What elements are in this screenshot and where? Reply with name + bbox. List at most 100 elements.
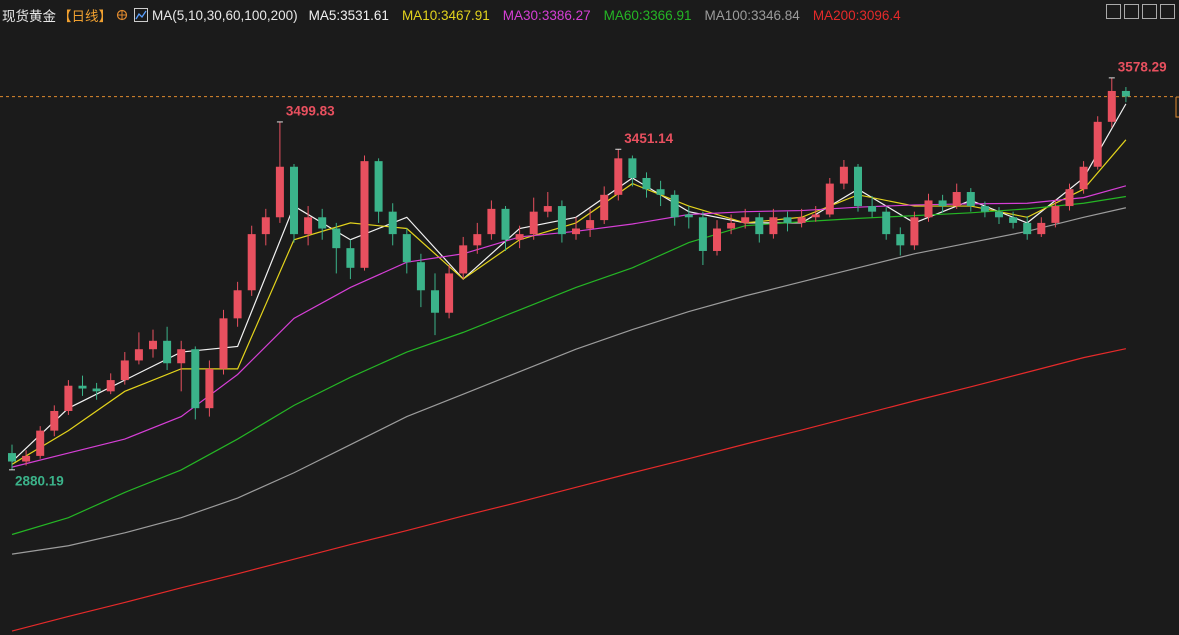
candle-body [473,234,482,246]
candle-body [261,217,270,235]
ma-line [11,103,1127,462]
candle-body [64,385,73,411]
candle-body [839,166,848,184]
candle-body [346,248,355,268]
legend-name: MA60: [603,7,643,23]
candle-body [656,189,665,195]
candle-body [416,262,425,291]
candle-body [586,220,595,229]
candle-body [50,410,59,431]
candle-body [8,453,16,462]
candle-body [600,194,609,221]
candle-body [501,208,510,240]
candle-body [92,388,101,392]
candle-body [543,206,552,212]
legend-value: 3467.91 [440,7,490,23]
candle-body [163,340,172,364]
candle-body [1079,166,1088,190]
candle-body [727,222,736,229]
legend-entry: MA100:3346.84 [704,8,801,23]
legend-entry: MA200:3096.4 [813,8,903,23]
candle-body [332,228,341,249]
candle-body [36,430,45,456]
candle-body [134,349,143,361]
candle-body [783,217,792,223]
toolbar-button[interactable] [1142,4,1157,19]
candle-body [670,194,679,218]
high-label: 3578.29 [1118,59,1167,74]
candle-body [445,273,454,313]
period-label[interactable]: 【日线】 [58,9,112,24]
candle-body [1121,90,1130,97]
legend-value: 3366.91 [642,7,692,23]
candle-body [811,214,820,218]
candle-body [459,245,468,274]
candle-body [1023,222,1032,235]
candle-body [78,385,87,389]
toolbar [1106,4,1175,19]
ma-params: MA(5,10,30,60,100,200) [152,7,298,23]
indicator-icon[interactable] [134,8,148,22]
candle-body [318,217,327,229]
candle-body [741,217,750,223]
candle-body [402,234,411,263]
legend-name: MA100: [704,7,751,23]
low-label: 2880.19 [15,473,64,488]
ma-line [11,139,1127,465]
candle-body [628,158,637,178]
candle-body [205,368,214,409]
candle-body [177,349,186,364]
candle-body [769,217,778,235]
legend: MA5:3531.61 MA10:3467.91 MA30:3386.27 MA60:… [300,8,905,23]
legend-name: MA30: [502,7,542,23]
toolbar-button[interactable] [1160,4,1175,19]
candle-body [388,211,397,235]
legend-name: MA200: [812,7,860,23]
legend-value: 3531.61 [340,7,389,23]
legend-entry: MA60:3366.91 [604,8,694,23]
legend-name: MA10: [401,7,441,23]
ma-line [11,185,1127,468]
candle-body [713,228,721,251]
legend-entry: MA10:3467.91 [402,8,492,23]
candle-body [896,234,905,246]
instrument-title: 现货黄金 [2,9,56,24]
candle-body [487,208,496,235]
candle-body [642,177,651,190]
candle-body [290,166,298,235]
candle-body [684,214,693,218]
candle-body [572,228,580,235]
legend-value: 3346.84 [751,7,800,23]
candle-body [557,206,566,235]
candle-body [614,158,623,195]
candle-body [980,206,989,212]
candle-body [797,217,806,223]
high-label: 3451.14 [624,131,673,146]
candle-body [755,217,764,235]
candle-body [1107,90,1116,122]
candle-body [374,161,383,212]
candle-body [854,166,862,207]
legend-value: 3386.27 [541,7,591,23]
candle-body [149,340,157,350]
candle-body [106,380,115,392]
candle-body [219,318,228,369]
legend-value: 3096.4 [859,7,901,23]
add-icon[interactable] [116,9,128,21]
toolbar-button[interactable] [1106,4,1121,19]
candle-body [1093,121,1102,167]
candle-body [191,349,200,409]
toolbar-button[interactable] [1124,4,1139,19]
ma-line [11,207,1127,555]
candle-body [825,183,834,215]
candle-body [952,192,961,207]
candle-body [882,211,891,235]
legend-name: MA5: [308,7,341,23]
ma-line [11,348,1127,632]
legend-entry: MA5:3531.61 [309,8,391,23]
candle-body [304,217,313,235]
high-label: 3499.83 [286,103,335,118]
candle-body [233,290,242,319]
